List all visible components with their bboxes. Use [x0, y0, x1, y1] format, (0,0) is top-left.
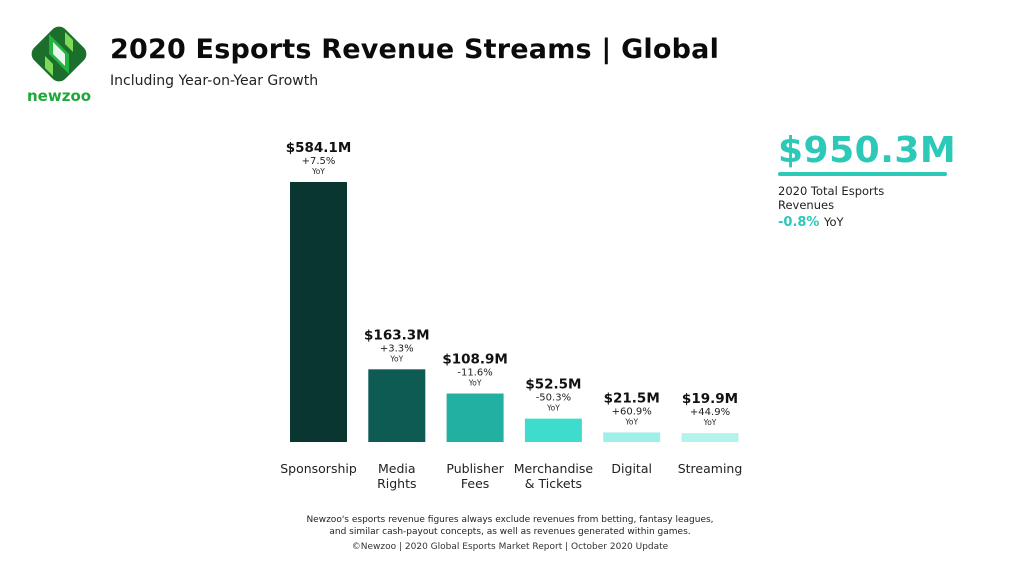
bar — [603, 432, 661, 442]
bar-value-label: $163.3M — [364, 327, 430, 343]
bar-yoy-unit: YoY — [624, 417, 638, 426]
source-footer: ©Newzoo | 2020 Global Esports Market Rep… — [351, 542, 669, 552]
bar-yoy-label: +3.3% — [380, 343, 414, 354]
category-label: Streaming — [678, 461, 743, 476]
bar-value-label: $584.1M — [286, 140, 352, 156]
bar — [290, 182, 347, 442]
bar-value-label: $108.9M — [442, 352, 508, 368]
category-label: & Tickets — [525, 476, 582, 491]
bar-yoy-label: +60.9% — [612, 406, 652, 417]
bar-yoy-unit: YoY — [468, 379, 482, 388]
total-underline — [778, 172, 947, 176]
newzoo-logo-icon — [31, 26, 87, 82]
bar-yoy-label: +7.5% — [302, 156, 336, 167]
bar-value-label: $19.9M — [682, 391, 738, 407]
category-label: Fees — [461, 476, 489, 491]
category-label: Merchandise — [514, 461, 594, 476]
category-label: Media — [378, 461, 416, 476]
brand-name: newzoo — [27, 87, 92, 105]
chart-subtitle: Including Year-on-Year Growth — [110, 73, 319, 89]
category-label: Digital — [611, 461, 652, 476]
bar-yoy-unit: YoY — [546, 404, 560, 413]
bar-yoy-label: -50.3% — [536, 393, 571, 404]
bar-yoy-unit: YoY — [311, 167, 325, 176]
total-yoy-unit: YoY — [823, 215, 844, 229]
chart-title: 2020 Esports Revenue Streams | Global — [110, 34, 720, 65]
bar — [681, 433, 739, 442]
total-yoy: -0.8% YoY — [778, 215, 844, 230]
total-label: 2020 Total Esports Revenues — [778, 184, 885, 212]
bar-yoy-unit: YoY — [703, 418, 717, 427]
bar-yoy-label: +44.9% — [690, 407, 730, 418]
bar — [446, 393, 504, 442]
total-yoy-value: -0.8% — [778, 215, 820, 230]
total-revenue: $950.3M — [778, 130, 957, 171]
bar-value-label: $52.5M — [525, 377, 581, 393]
bar-value-label: $21.5M — [604, 390, 660, 406]
methodology-note: Newzoo's esports revenue figures always … — [306, 515, 714, 537]
bar-yoy-label: -11.6% — [457, 368, 492, 379]
category-label: Sponsorship — [280, 461, 357, 476]
category-label: Publisher — [446, 461, 504, 476]
bar — [524, 418, 582, 442]
bar-yoy-unit: YoY — [389, 354, 403, 363]
category-label: Rights — [377, 476, 416, 491]
bar — [368, 369, 426, 442]
